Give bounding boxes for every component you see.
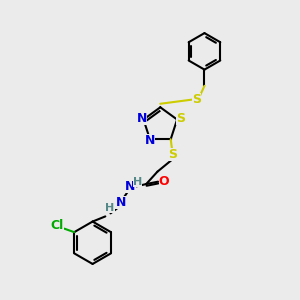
Text: S: S — [192, 93, 201, 106]
Text: N: N — [125, 181, 136, 194]
Text: Cl: Cl — [51, 219, 64, 232]
Text: H: H — [105, 203, 115, 213]
Text: O: O — [159, 175, 169, 188]
Text: N: N — [116, 196, 126, 209]
Text: N: N — [137, 112, 147, 124]
Text: S: S — [176, 112, 185, 124]
Text: N: N — [145, 134, 155, 147]
Text: S: S — [168, 148, 177, 161]
Text: H: H — [133, 177, 142, 187]
